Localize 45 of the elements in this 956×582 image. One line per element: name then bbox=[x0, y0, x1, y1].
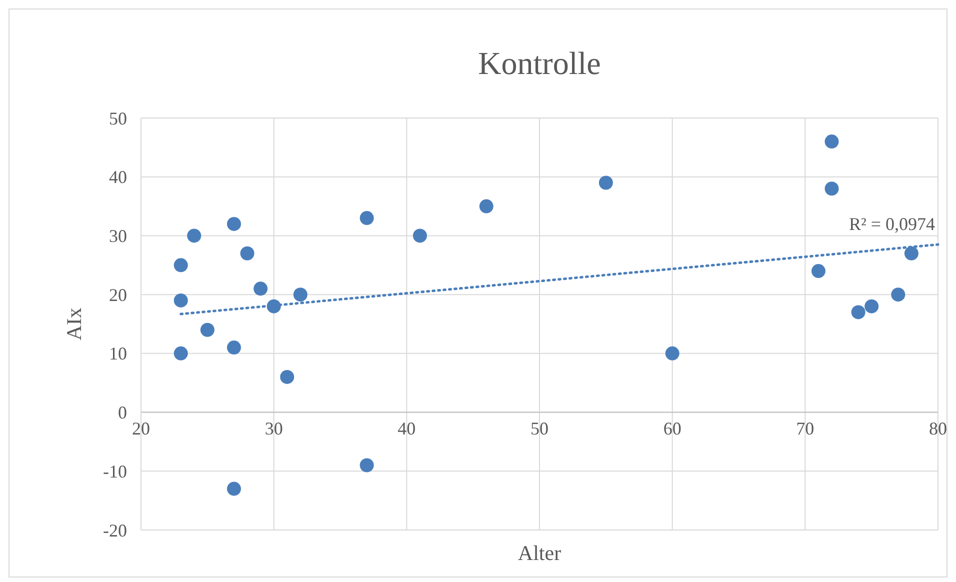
point bbox=[824, 182, 839, 196]
point bbox=[598, 176, 613, 190]
y-axis-title: AIx bbox=[62, 307, 86, 340]
y-tick-label: 30 bbox=[109, 226, 127, 246]
chart-title: Kontrolle bbox=[478, 45, 601, 81]
y-tick-label: -20 bbox=[103, 520, 127, 540]
x-tick-label: 40 bbox=[398, 418, 416, 439]
annotation: R² = 0,0974 bbox=[848, 214, 936, 234]
y-tick-label: 0 bbox=[118, 402, 127, 423]
y-tick-label: -10 bbox=[103, 461, 127, 482]
point bbox=[226, 216, 241, 231]
point bbox=[479, 199, 494, 214]
point bbox=[360, 458, 374, 472]
point bbox=[226, 482, 241, 496]
point bbox=[226, 340, 241, 355]
point bbox=[187, 228, 202, 243]
point bbox=[254, 282, 268, 296]
point bbox=[412, 228, 427, 243]
x-tick-label: 50 bbox=[530, 418, 548, 439]
point bbox=[174, 346, 188, 360]
point bbox=[864, 299, 879, 314]
point bbox=[665, 346, 680, 360]
point bbox=[280, 370, 294, 384]
point bbox=[824, 134, 839, 149]
point bbox=[174, 258, 188, 272]
point bbox=[360, 211, 374, 226]
x-tick-label: 20 bbox=[132, 418, 150, 439]
point bbox=[200, 322, 214, 337]
x-tick-label: 60 bbox=[663, 418, 682, 439]
point bbox=[904, 246, 918, 260]
point bbox=[851, 305, 866, 320]
point bbox=[293, 288, 308, 302]
y-tick-label: 10 bbox=[109, 344, 127, 364]
x-tick-label: 80 bbox=[929, 418, 947, 439]
point bbox=[891, 288, 906, 302]
point bbox=[266, 299, 281, 314]
point bbox=[174, 293, 188, 308]
point bbox=[240, 246, 254, 260]
x-axis-title: Alter bbox=[518, 541, 562, 565]
x-tick-label: 70 bbox=[796, 418, 814, 439]
y-tick-label: 40 bbox=[109, 167, 127, 188]
x-tick-label: 30 bbox=[264, 418, 283, 439]
y-tick-label: 20 bbox=[109, 284, 127, 305]
y-tick-label: 50 bbox=[109, 108, 127, 128]
point bbox=[811, 264, 826, 278]
